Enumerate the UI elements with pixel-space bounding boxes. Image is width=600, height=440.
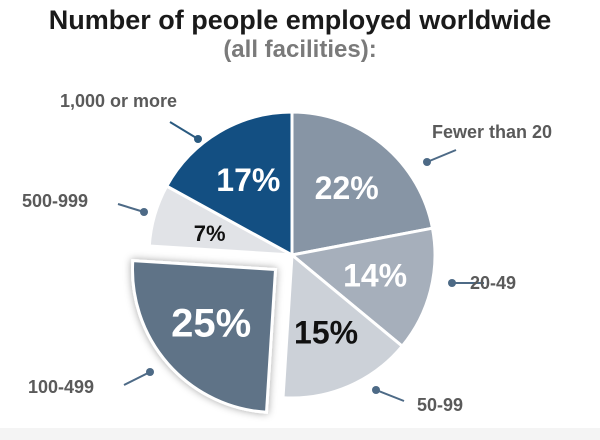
footer-strip [0,428,600,440]
callout-dot [146,368,154,376]
slice-percent-label: 25% [171,301,251,345]
slice-percent-label: 14% [343,257,407,293]
callout-label-20-49: 20-49 [470,273,516,293]
callout-leader-line [426,149,457,163]
callout-leader-line [169,121,199,140]
callout-label-fewer-than-20: Fewer than 20 [432,122,552,142]
callout-label-500-999: 500-999 [22,191,88,211]
slice-percent-label: 22% [315,170,379,206]
callout-dot [194,135,202,143]
slice-percent-label: 17% [216,162,280,198]
callout-label-100-499: 100-499 [28,377,94,397]
callout-leader-line [375,389,405,402]
callout-label-50-99: 50-99 [417,395,463,415]
pie-slice-fewer-than-20 [290,110,435,257]
callout-dot [423,158,431,166]
chart-subtitle: (all facilities): [223,36,377,63]
callout-label-1-000-or-more: 1,000 or more [60,91,177,111]
pie-slice-20-49 [288,226,437,349]
chart-title: Number of people employed worldwide [48,5,552,35]
callout-leader-line [117,203,145,213]
slice-percent-label: 7% [194,221,226,246]
callout-dot [372,386,380,394]
pie-slice-1-000-or-more [164,110,294,258]
callout-dot [448,279,456,287]
pie-slice-100-499 [131,258,278,414]
callout-dot [140,208,148,216]
callout-leader-line [123,371,151,386]
pie-slice-50-99 [281,251,405,400]
slice-percent-label: 15% [294,315,358,351]
